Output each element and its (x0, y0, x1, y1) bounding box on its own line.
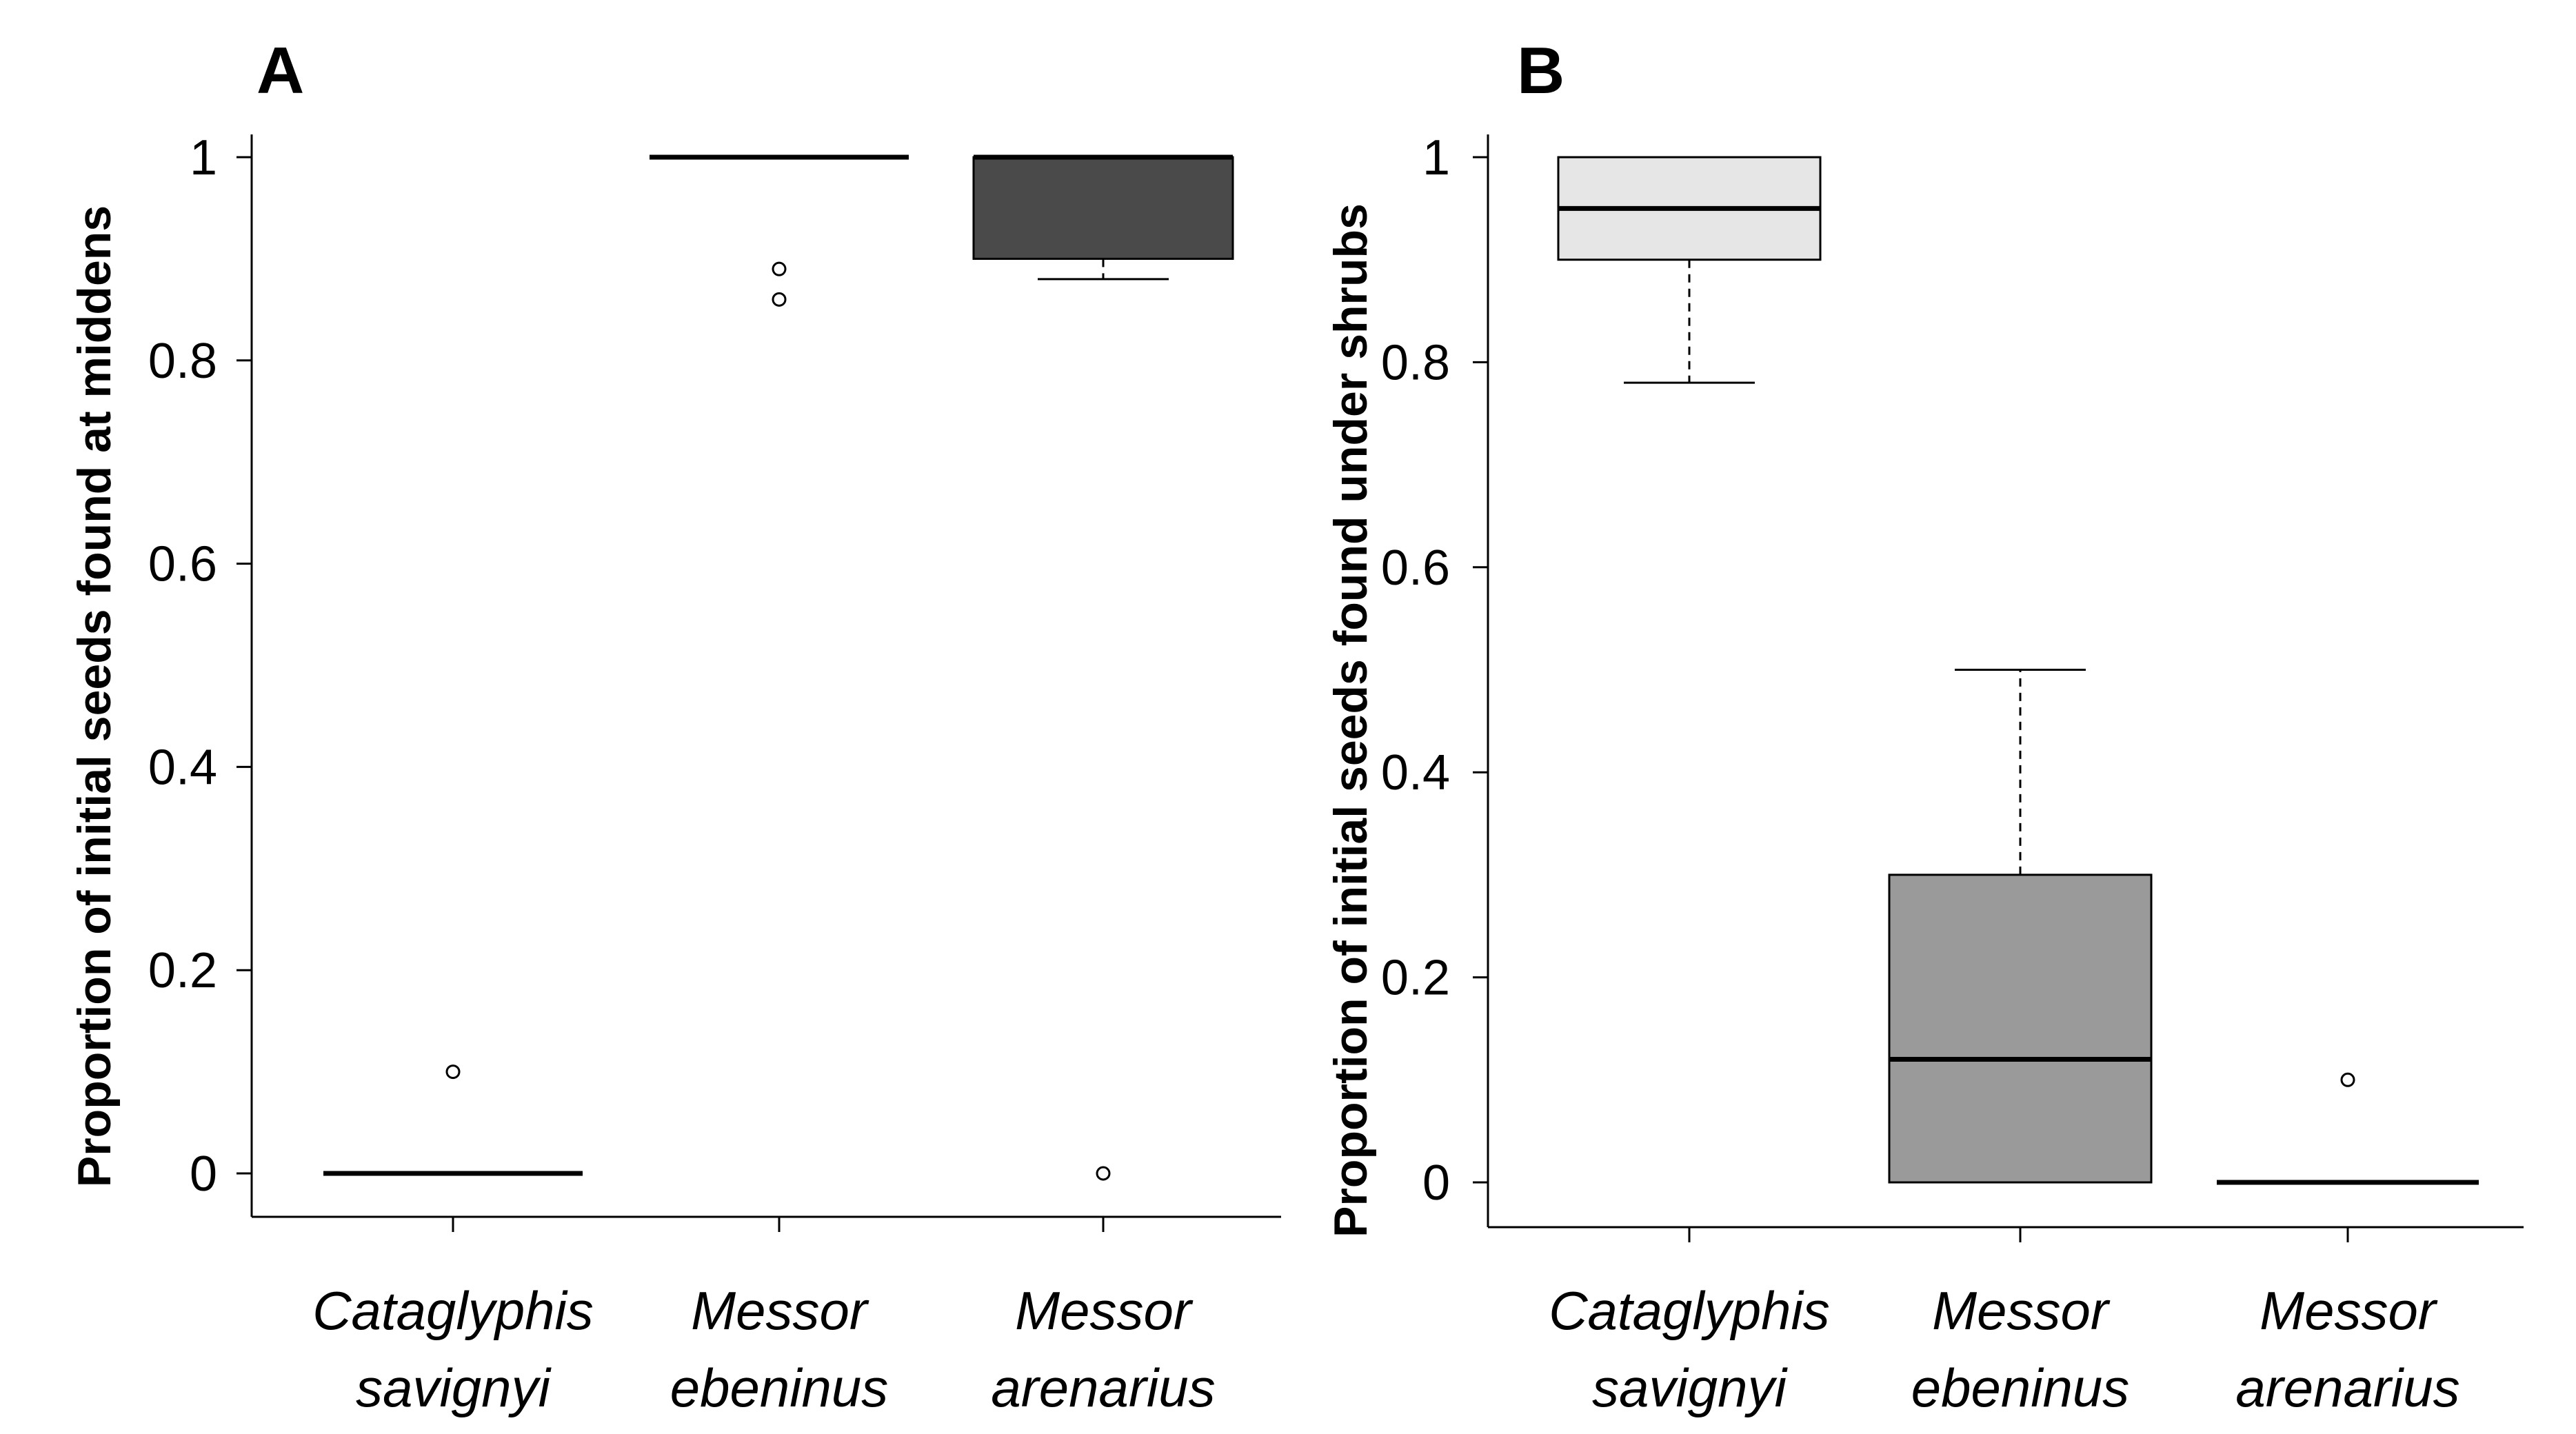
panel-b-y-tick-label: 0.8 (1381, 335, 1450, 390)
panel-b-category-label-line1: Cataglyphis (1549, 1280, 1830, 1341)
panel-a-category-label-line2: arenarius (991, 1357, 1215, 1418)
panel-b-category-label-line2: savignyi (1592, 1357, 1788, 1418)
panel-a-outlier-point (772, 292, 787, 307)
panel-b-y-tick-label: 1 (1422, 130, 1450, 185)
panel-a-y-tick-label: 0.8 (148, 334, 217, 389)
panel-a-y-axis-label: Proportion of initial seeds found at mid… (68, 205, 121, 1187)
panel-a-y-tick-label: 0.6 (148, 537, 217, 592)
panel-a-category-label-line1: Cataglyphis (312, 1280, 594, 1341)
panel-b-box (1888, 873, 2153, 1184)
panel-a-category-label-line1: Messor (1015, 1280, 1194, 1341)
panel-a-outlier-point (445, 1064, 461, 1080)
panel-a-y-tick-label: 0 (190, 1147, 217, 1202)
panel-b-category-label-line2: arenarius (2235, 1357, 2459, 1418)
panel-b-category-label-line2: ebeninus (1911, 1357, 2130, 1418)
panel-a-category-label-line1: Messor (691, 1280, 869, 1341)
panel-b-letter: B (1517, 34, 1564, 108)
panel-a-y-tick-label: 0.4 (148, 740, 217, 795)
panel-a-outlier-point (1096, 1166, 1111, 1181)
panel-a-y-tick-label: 0.2 (148, 943, 217, 998)
panel-b-y-tick-label: 0 (1422, 1155, 1450, 1211)
panel-b-y-axis-label: Proportion of initial seeds found under … (1325, 203, 1377, 1238)
panel-b-category-label-line1: Messor (2260, 1280, 2438, 1341)
panel-a: A Proportion of initial seeds found at m… (68, 34, 1281, 1418)
panel-a-letter: A (256, 34, 304, 108)
panel-b-outlier-point (2340, 1072, 2355, 1087)
panel-a-box (972, 156, 1234, 260)
panel-b-y-tick-label: 0.4 (1381, 745, 1450, 800)
panel-b-y-tick-label: 0.2 (1381, 951, 1450, 1006)
panel-b: B Proportion of initial seeds found unde… (1325, 34, 2524, 1418)
panel-a-category-label-line2: savignyi (356, 1357, 552, 1418)
panel-b-category-label-line1: Messor (1932, 1280, 2111, 1341)
panel-b-y-tick-label: 0.6 (1381, 541, 1450, 596)
panel-a-y-tick-label: 1 (190, 130, 217, 185)
panel-a-outlier-point (772, 261, 787, 276)
panel-a-category-label-line2: ebeninus (670, 1357, 889, 1418)
